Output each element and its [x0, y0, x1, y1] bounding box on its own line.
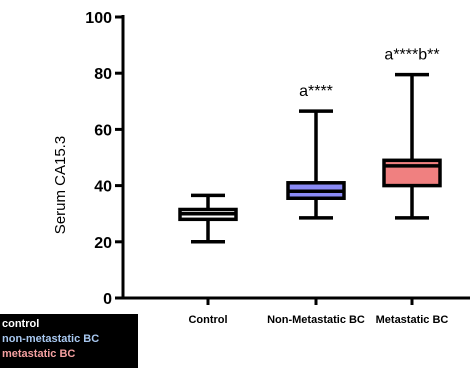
x-tick-label: Metastatic BC	[376, 314, 449, 326]
y-tick-label: 100	[85, 10, 112, 27]
box-iqr	[382, 158, 442, 188]
legend-item-control: control	[2, 318, 40, 330]
y-tick-label: 40	[94, 179, 112, 196]
y-axis-label: Serum CA15.3	[52, 136, 69, 234]
y-tick-label: 20	[94, 235, 112, 252]
y-tick-label: 80	[94, 66, 112, 83]
significance-annotation: a****b**	[384, 47, 439, 64]
y-tick-label: 60	[94, 122, 112, 139]
x-tick-label: Control	[188, 314, 227, 326]
x-tick-label: Non-Metastatic BC	[267, 314, 365, 326]
significance-annotation: a****	[299, 83, 333, 100]
legend: control non-metastatic BC metastatic BC	[0, 314, 138, 368]
legend-item-non-metastatic: non-metastatic BC	[2, 333, 100, 345]
legend-item-metastatic: metastatic BC	[2, 348, 76, 360]
y-tick-label: 0	[103, 291, 112, 308]
